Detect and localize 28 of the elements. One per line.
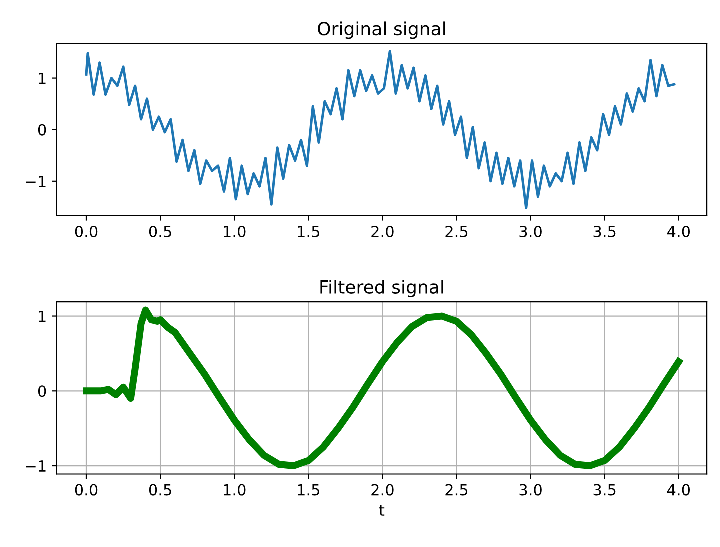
y-tick-label: 0	[38, 124, 46, 136]
x-tick-label: 1.5	[298, 226, 320, 238]
x-tick-label: 3.0	[520, 226, 542, 238]
x-tick-label: 0.5	[149, 484, 172, 496]
x-tick-label: 1.5	[298, 484, 320, 496]
x-tick-label: 4.0	[668, 226, 690, 238]
line-series	[85, 50, 676, 210]
y-tick-label: 1	[39, 72, 46, 84]
x-tick-label: 0.0	[75, 484, 98, 496]
x-tick-label: 2.0	[372, 226, 394, 238]
y-tick-label: −1	[26, 460, 46, 472]
x-tick-label: 4.0	[668, 484, 690, 496]
x-tick-label: 2.5	[446, 226, 468, 238]
x-tick-label: 1.0	[224, 484, 246, 496]
chart-title: Filtered signal	[320, 280, 444, 298]
y-tick-label: 0	[38, 386, 46, 398]
y-tick-label: −1	[26, 176, 46, 188]
x-tick-label: 1.0	[224, 226, 246, 238]
chart-title: Original signal	[318, 22, 446, 40]
x-axis-title: t	[379, 505, 385, 516]
x-tick-label: 0.0	[75, 226, 98, 238]
x-tick-label: 3.0	[520, 484, 542, 496]
y-tick-label: 1	[39, 310, 46, 322]
x-tick-label: 3.5	[594, 484, 616, 496]
x-tick-label: 2.0	[372, 484, 394, 496]
x-tick-label: 0.5	[149, 226, 172, 238]
x-tick-label: 2.5	[446, 484, 468, 496]
x-tick-label: 3.5	[594, 226, 616, 238]
